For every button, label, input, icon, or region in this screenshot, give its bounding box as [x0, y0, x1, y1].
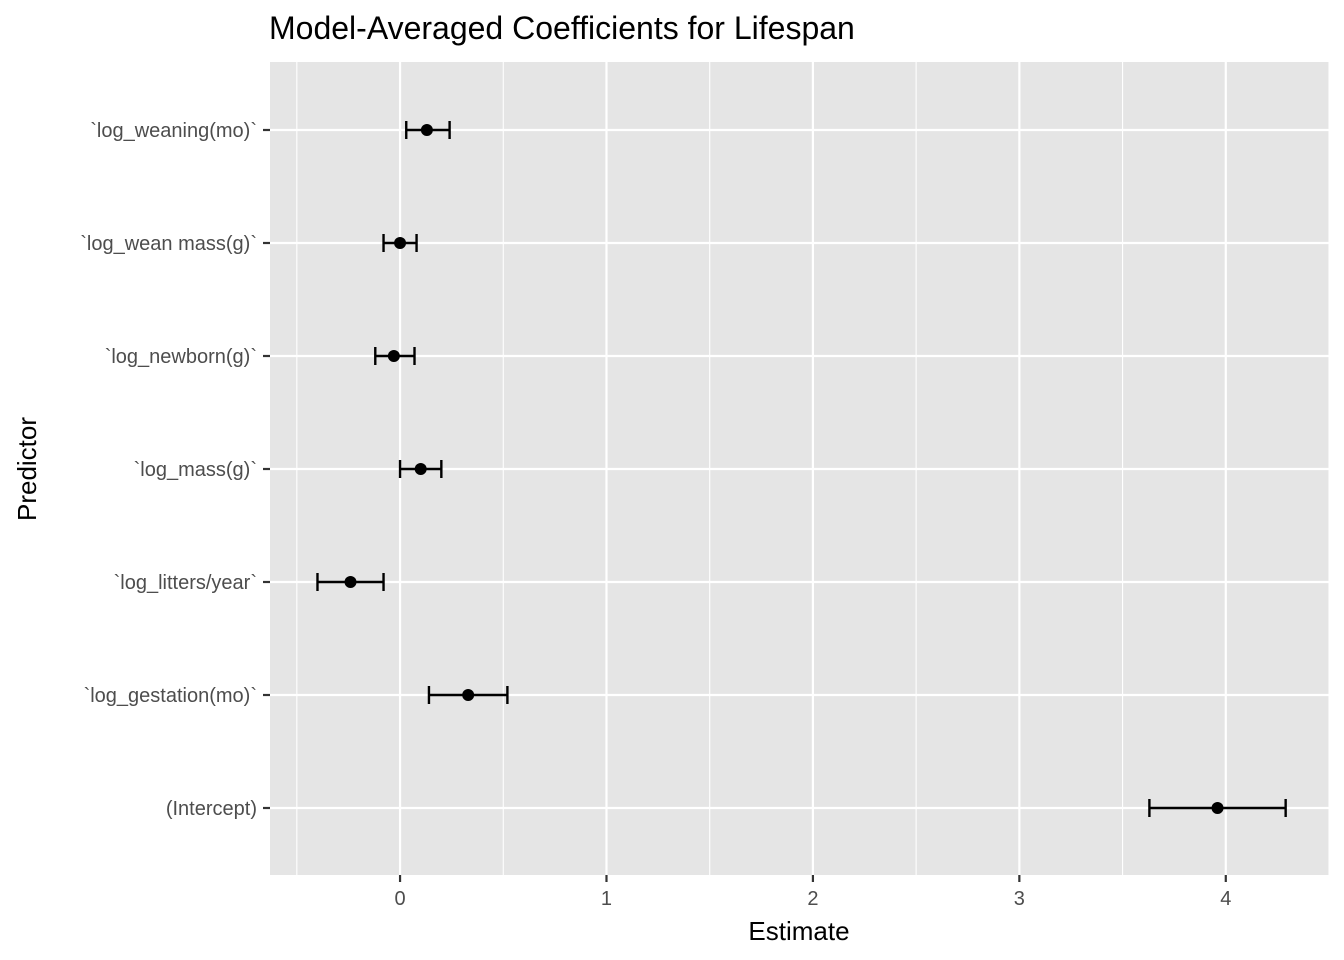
estimate-point — [344, 576, 357, 588]
x-axis-title: Estimate — [748, 916, 849, 946]
estimate-point — [414, 463, 427, 475]
estimate-point — [1211, 802, 1224, 814]
estimate-point — [420, 124, 433, 136]
chart-title: Model-Averaged Coefficients for Lifespan — [269, 10, 855, 46]
y-axis: `log_weaning(mo)` `log_wean mass(g)` `log_… — [80, 120, 270, 820]
y-tick-label: `log_wean mass(g)` — [80, 233, 257, 255]
estimate-point — [462, 689, 475, 701]
y-tick-label: `log_mass(g)` — [134, 459, 257, 481]
estimate-point — [387, 350, 400, 362]
x-tick-label: 3 — [1014, 888, 1025, 910]
y-tick-label: `log_weaning(mo)` — [90, 120, 257, 142]
y-tick-label: `log_gestation(mo)` — [84, 685, 257, 707]
y-tick-label: `log_litters/year` — [114, 572, 257, 594]
x-tick-label: 0 — [394, 888, 405, 910]
y-axis-title: Predictor — [12, 417, 42, 521]
x-tick-label: 1 — [601, 888, 612, 910]
y-tick-label: (Intercept) — [166, 798, 257, 820]
x-tick-label: 4 — [1220, 888, 1231, 910]
y-tick-label: `log_newborn(g)` — [105, 346, 257, 368]
x-axis: 0 1 2 3 4 — [394, 875, 1231, 910]
major-gridlines — [270, 62, 1329, 875]
estimate-point — [394, 237, 407, 249]
data-marks — [316, 121, 1287, 817]
x-tick-label: 2 — [807, 888, 818, 910]
